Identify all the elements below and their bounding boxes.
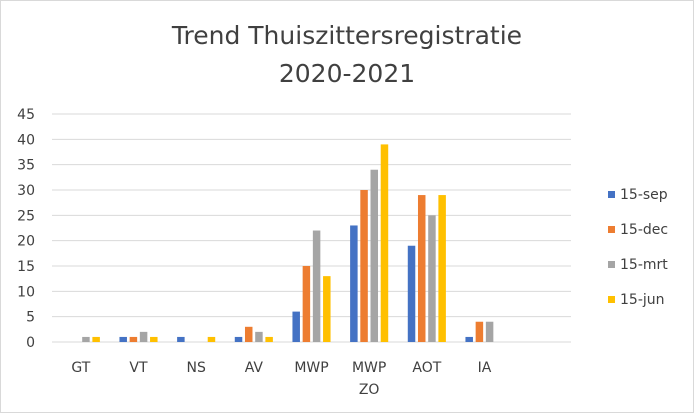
bar <box>177 336 185 342</box>
bar <box>234 336 243 342</box>
bar <box>485 321 494 342</box>
bar <box>417 195 426 342</box>
x-tick-label: NS <box>186 360 205 376</box>
bar <box>150 336 158 342</box>
bar <box>360 190 368 342</box>
y-tick-label: 40 <box>17 132 35 148</box>
legend-label: 15-dec <box>620 222 668 238</box>
legend-swatch <box>608 191 615 198</box>
y-tick-label: 10 <box>17 284 35 300</box>
x-tick-label: AV <box>245 360 264 376</box>
chart-title-line-1: Trend Thuiszittersregistratie <box>171 21 523 50</box>
bar <box>119 336 127 342</box>
bar <box>129 336 138 342</box>
y-tick-label: 30 <box>17 183 35 199</box>
x-tick-label: GT <box>71 360 90 376</box>
bar <box>465 336 473 342</box>
y-tick-label: 35 <box>17 158 35 174</box>
bar <box>255 331 263 342</box>
x-tick-label: AOT <box>412 360 441 376</box>
bar <box>82 336 90 342</box>
legend-swatch <box>608 261 615 268</box>
legend-label: 15-mrt <box>620 257 668 273</box>
bar <box>380 144 389 342</box>
chart-title-line-2: 2020-2021 <box>278 59 416 88</box>
bar <box>475 321 484 342</box>
y-tick-label: 5 <box>26 310 35 326</box>
bar <box>92 336 100 342</box>
legend-swatch <box>608 296 615 303</box>
x-tick-label: MWP <box>294 360 328 376</box>
x-tick-label: VT <box>129 360 148 376</box>
bar <box>438 195 446 342</box>
bar <box>302 266 311 342</box>
bar <box>265 336 273 342</box>
bar <box>312 230 321 342</box>
x-tick-label: ZO <box>359 382 380 398</box>
legend-label: 15-jun <box>620 292 665 308</box>
legend-swatch <box>608 226 615 233</box>
bar <box>323 276 331 342</box>
y-tick-label: 25 <box>17 208 35 224</box>
x-tick-label: IA <box>478 360 492 376</box>
y-tick-label: 0 <box>26 335 35 351</box>
y-tick-label: 15 <box>17 259 35 275</box>
bar <box>244 326 253 342</box>
y-tick-label: 45 <box>17 107 35 123</box>
bar <box>407 245 416 342</box>
x-tick-label: MWP <box>352 360 386 376</box>
bar <box>428 215 436 342</box>
bar <box>207 336 216 342</box>
legend-label: 15-sep <box>620 187 668 203</box>
bar <box>370 169 379 342</box>
bar <box>350 225 358 342</box>
bar <box>292 311 300 342</box>
y-tick-label: 20 <box>17 234 35 250</box>
bar <box>139 331 148 342</box>
